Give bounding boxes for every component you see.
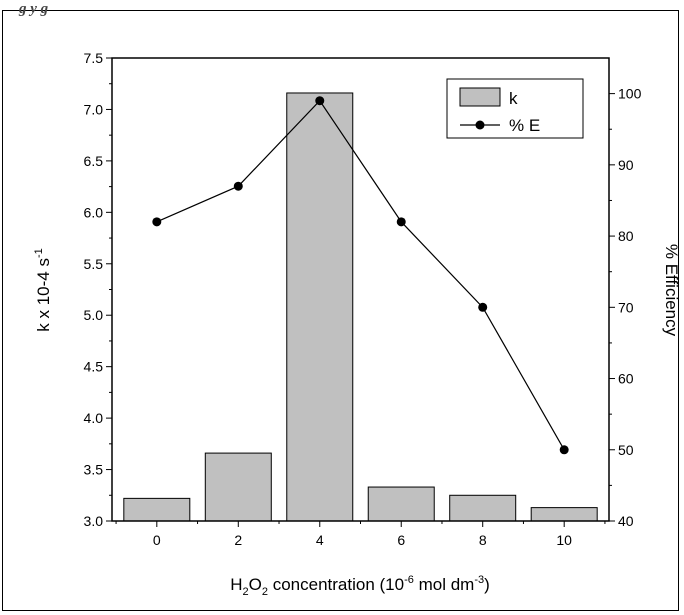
x-tick-label: 0 xyxy=(153,532,161,548)
left-tick-label: 4.5 xyxy=(84,359,104,375)
left-tick-label: 7.0 xyxy=(84,101,104,117)
x-tick-label: 8 xyxy=(479,532,487,548)
efficiency-point-6 xyxy=(396,217,406,227)
right-tick-label: 40 xyxy=(618,513,634,529)
right-tick-label: 50 xyxy=(618,442,634,458)
y-axis-right-label: % Efficiency xyxy=(662,244,681,337)
x-tick-label: 4 xyxy=(316,532,324,548)
left-tick-label: 6.0 xyxy=(84,204,104,220)
efficiency-point-0 xyxy=(152,217,162,227)
x-tick-label: 2 xyxy=(234,532,242,548)
legend-marker-efficiency xyxy=(475,120,485,130)
left-tick-label: 5.5 xyxy=(84,256,104,272)
right-tick-label: 70 xyxy=(618,299,634,315)
efficiency-point-2 xyxy=(233,181,243,191)
x-tick-label: 6 xyxy=(397,532,405,548)
efficiency-point-8 xyxy=(478,302,488,312)
bar-k-0 xyxy=(123,497,191,522)
bar-k-2 xyxy=(204,452,272,522)
bar-k-6 xyxy=(367,486,435,522)
right-tick-label: 90 xyxy=(618,157,634,173)
efficiency-point-10 xyxy=(559,445,569,455)
left-tick-label: 3.5 xyxy=(84,462,104,478)
bar-k-4 xyxy=(286,92,354,522)
bar-series-k xyxy=(123,92,598,522)
legend: k % E xyxy=(446,78,584,139)
legend-label-k: k xyxy=(509,89,518,108)
left-tick-label: 6.5 xyxy=(84,153,104,169)
line-series-efficiency xyxy=(152,96,569,455)
y-axis-left-label: k x 10-4 s-1 xyxy=(33,248,53,331)
left-tick-label: 4.0 xyxy=(84,410,104,426)
bar-k-10 xyxy=(530,507,598,522)
left-tick-label: 3.0 xyxy=(84,513,104,529)
clipped-caption: g y g xyxy=(19,1,49,17)
legend-label-efficiency: % E xyxy=(509,116,540,135)
right-tick-label: 100 xyxy=(618,86,642,102)
axes: 3.03.54.04.55.05.56.06.57.07.54050607080… xyxy=(84,50,642,548)
x-axis-label: H2O2 concentration (10-6 mol dm-3) xyxy=(230,574,490,598)
right-tick-label: 80 xyxy=(618,228,634,244)
bar-k-8 xyxy=(449,494,517,522)
right-tick-label: 60 xyxy=(618,371,634,387)
left-tick-label: 7.5 xyxy=(84,50,104,66)
efficiency-point-4 xyxy=(315,96,325,106)
legend-swatch-k xyxy=(459,87,501,107)
left-tick-label: 5.0 xyxy=(84,307,104,323)
efficiency-line xyxy=(156,99,565,451)
x-tick-label: 10 xyxy=(556,532,572,548)
